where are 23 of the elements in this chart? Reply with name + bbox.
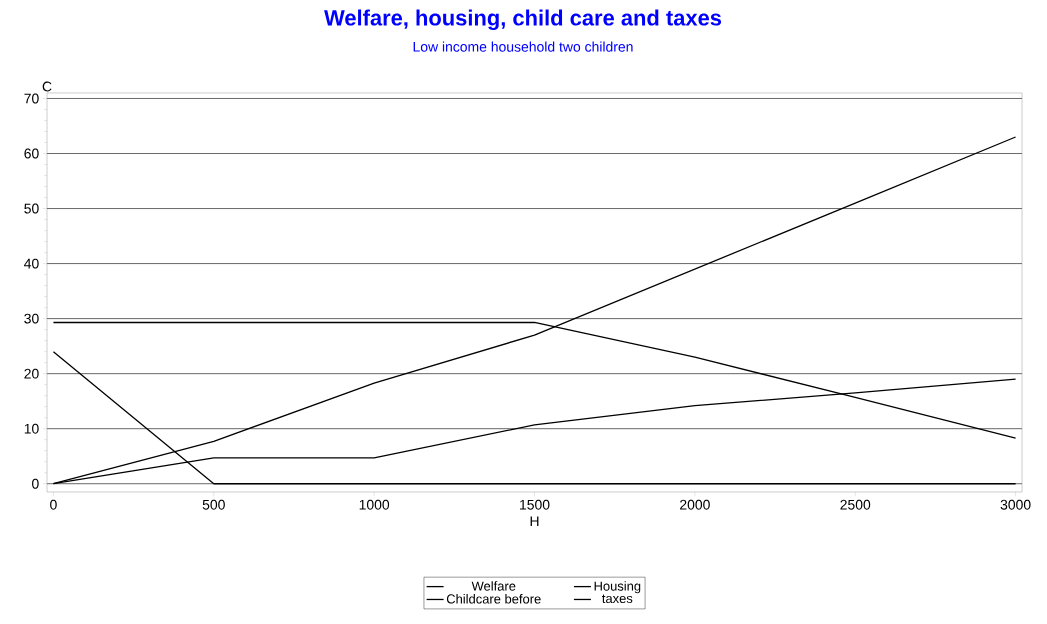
legend-label: Welfare	[471, 581, 516, 591]
y-tick-label: 60	[24, 148, 39, 159]
y-tick-label: 10	[24, 423, 39, 434]
x-tick-label: 2000	[680, 499, 710, 510]
legend-label: taxes	[602, 594, 633, 604]
x-tick-label: 1500	[520, 499, 550, 510]
y-axis-title: C	[42, 81, 52, 92]
y-tick-label: 20	[24, 368, 39, 379]
x-axis-title: H	[530, 516, 539, 527]
x-tick-label: 0	[50, 499, 57, 510]
y-tick-label: 70	[24, 93, 39, 104]
legend-label: Childcare before	[446, 594, 541, 604]
chart-subtitle: Low income household two children	[413, 41, 633, 52]
x-tick-label: 3000	[1000, 499, 1031, 510]
y-tick-label: 40	[24, 258, 39, 269]
x-tick-label: 2500	[840, 499, 871, 510]
y-tick-label: 50	[24, 203, 39, 214]
x-tick-label: 1000	[359, 499, 390, 510]
legend-label: Housing	[594, 581, 641, 594]
chart-title: Welfare, housing, child care and taxes	[324, 9, 722, 31]
x-tick-label: 500	[202, 499, 225, 510]
y-tick-label: 30	[24, 313, 39, 324]
y-tick-label: 0	[32, 478, 39, 489]
